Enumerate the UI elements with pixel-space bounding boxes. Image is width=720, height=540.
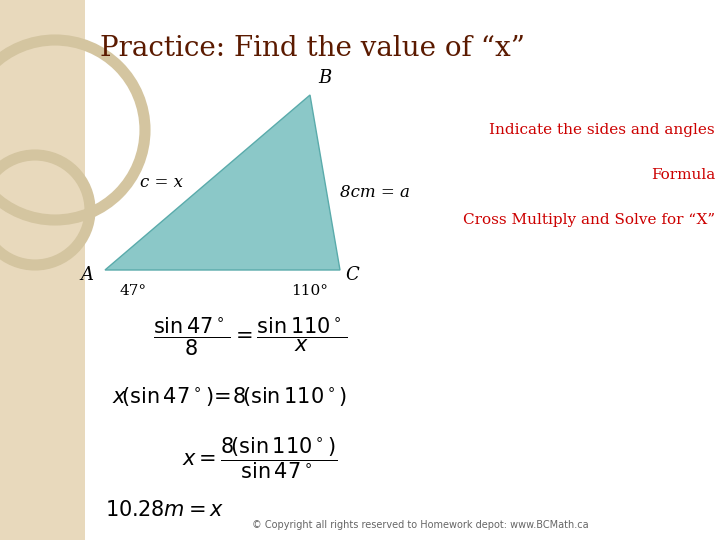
Polygon shape bbox=[105, 95, 340, 270]
Bar bbox=[0, 0, 85, 540]
Text: Practice: Find the value of “x”: Practice: Find the value of “x” bbox=[100, 35, 525, 62]
Text: $x\!\left(\sin 47^\circ\right)\!=\!8\!\left(\sin 110^\circ\right)$: $x\!\left(\sin 47^\circ\right)\!=\!8\!\l… bbox=[112, 385, 348, 408]
Text: 8cm = a: 8cm = a bbox=[340, 184, 410, 201]
Text: $x = \dfrac{8\!\left(\sin 110^\circ\right)}{\sin 47^\circ}$: $x = \dfrac{8\!\left(\sin 110^\circ\righ… bbox=[182, 435, 338, 481]
Text: © Copyright all rights reserved to Homework depot: www.BCMath.ca: © Copyright all rights reserved to Homew… bbox=[252, 520, 588, 530]
Text: $10.28m = x$: $10.28m = x$ bbox=[105, 500, 225, 520]
Text: A: A bbox=[80, 266, 93, 284]
Text: Indicate the sides and angles: Indicate the sides and angles bbox=[490, 123, 715, 137]
Text: $\dfrac{\sin 47^\circ}{8} = \dfrac{\sin 110^\circ}{x}$: $\dfrac{\sin 47^\circ}{8} = \dfrac{\sin … bbox=[153, 315, 347, 357]
Text: Cross Multiply and Solve for “X”: Cross Multiply and Solve for “X” bbox=[463, 213, 715, 227]
Text: 47°: 47° bbox=[120, 284, 147, 298]
Text: Formula: Formula bbox=[651, 168, 715, 182]
Text: C: C bbox=[345, 266, 359, 284]
Text: 110°: 110° bbox=[292, 284, 328, 298]
Text: B: B bbox=[318, 69, 331, 87]
Text: c = x: c = x bbox=[140, 174, 182, 191]
